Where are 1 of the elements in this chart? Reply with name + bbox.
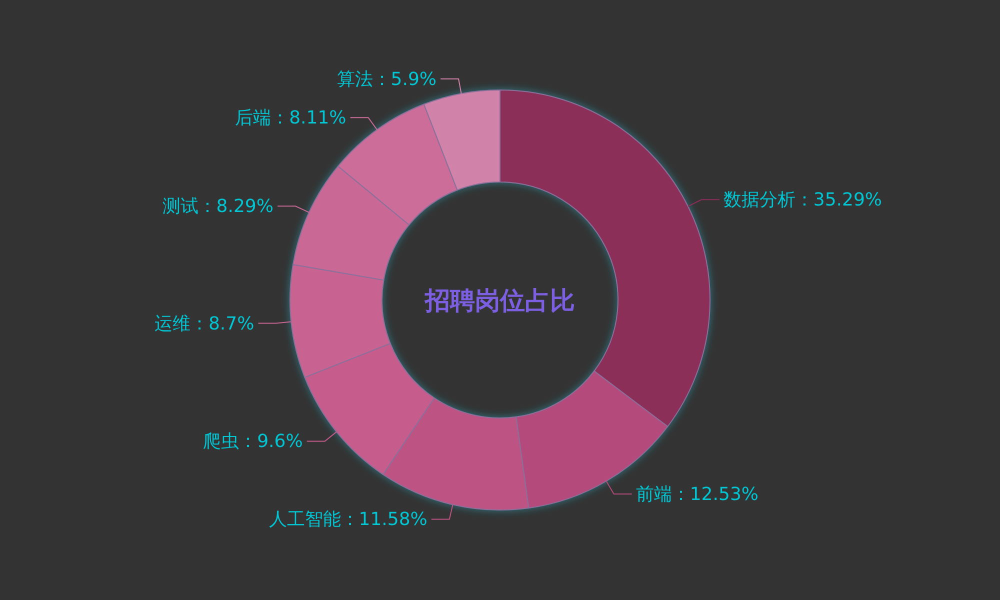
title: 招聘岗位占比 bbox=[425, 286, 575, 315]
